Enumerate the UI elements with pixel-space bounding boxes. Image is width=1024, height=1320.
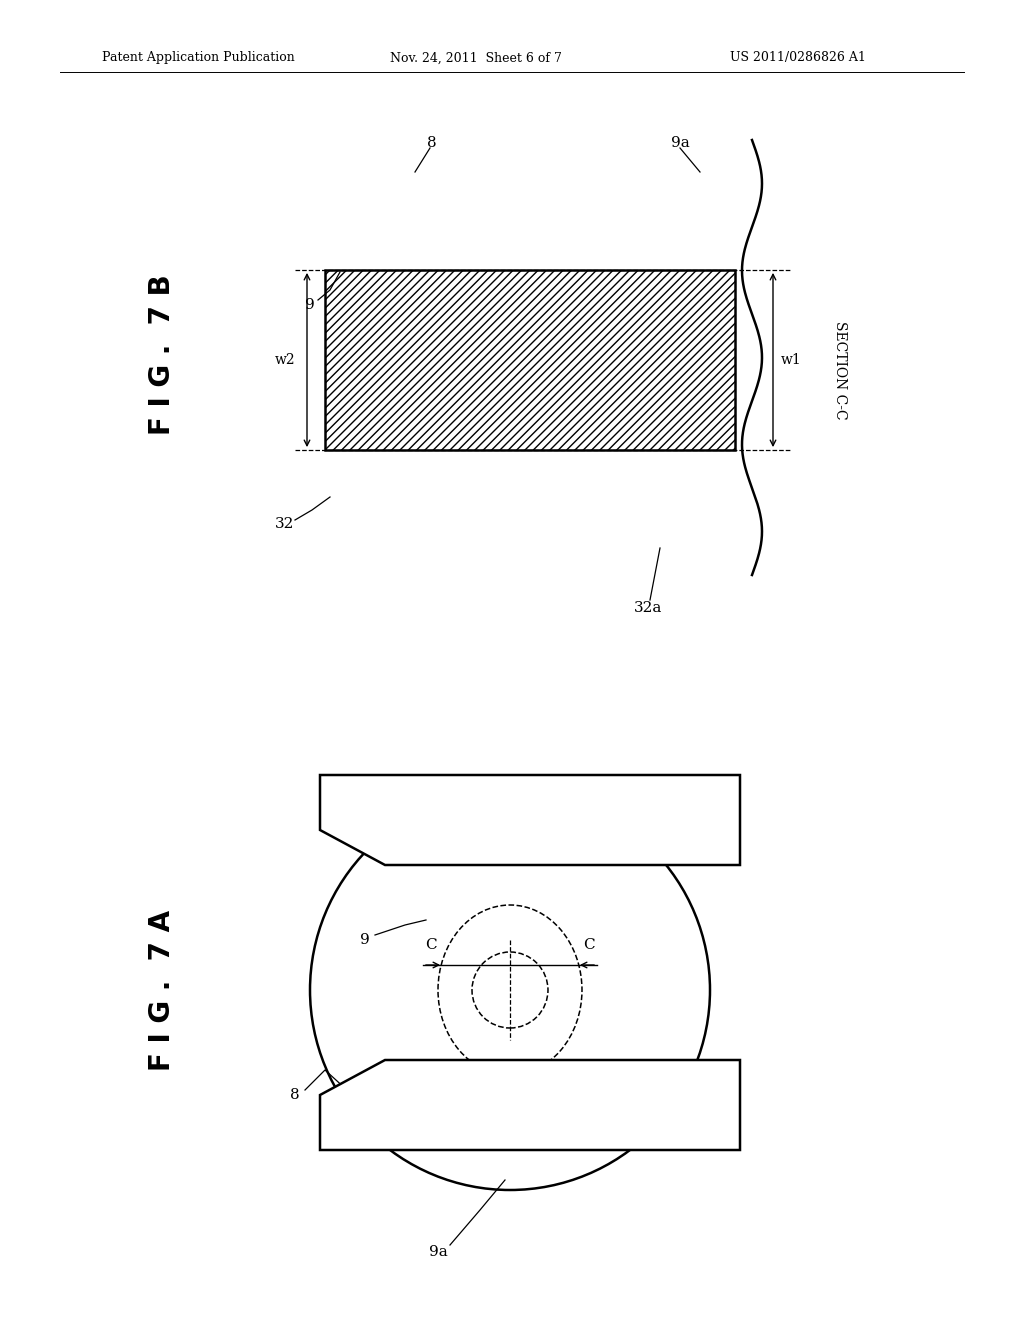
Text: C: C (584, 939, 595, 952)
Text: 32a: 32a (634, 601, 663, 615)
Text: w2: w2 (274, 352, 295, 367)
Text: 9: 9 (305, 298, 314, 312)
Text: 32: 32 (275, 517, 295, 531)
Text: C: C (425, 939, 437, 952)
Text: 8: 8 (427, 136, 437, 150)
Text: 9a: 9a (429, 1245, 447, 1259)
Polygon shape (319, 775, 740, 865)
Text: US 2011/0286826 A1: US 2011/0286826 A1 (730, 51, 866, 65)
Polygon shape (319, 1060, 740, 1150)
Text: SECTION C-C: SECTION C-C (833, 321, 847, 420)
Text: 9: 9 (360, 933, 370, 946)
Bar (325, 271, 735, 450)
Text: 8: 8 (290, 1088, 300, 1102)
Text: Patent Application Publication: Patent Application Publication (102, 51, 295, 65)
Text: F I G .  7 B: F I G . 7 B (148, 275, 176, 436)
Text: Nov. 24, 2011  Sheet 6 of 7: Nov. 24, 2011 Sheet 6 of 7 (390, 51, 562, 65)
Text: w1: w1 (781, 352, 802, 367)
Text: 9a: 9a (671, 136, 689, 150)
Text: F I G .  7 A: F I G . 7 A (148, 909, 176, 1071)
